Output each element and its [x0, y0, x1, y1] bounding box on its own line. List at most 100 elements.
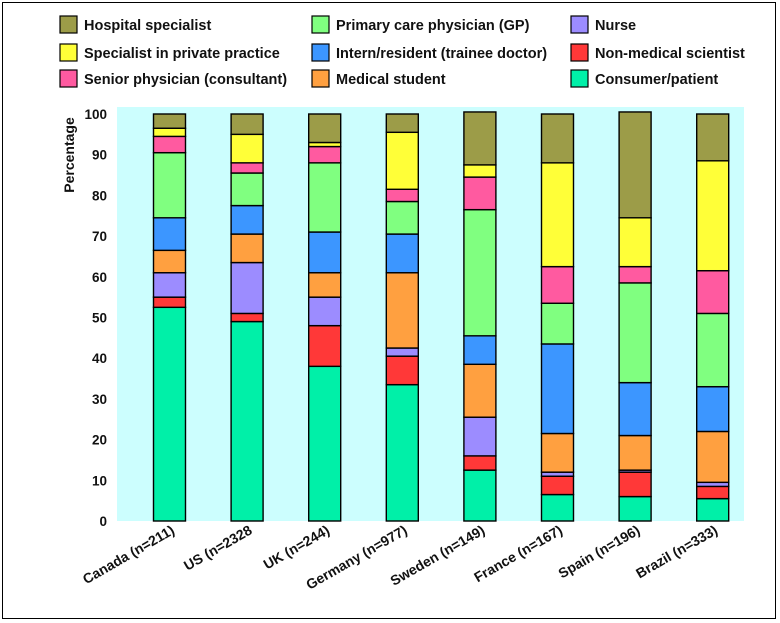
bar-segment-non-medical-scientist: [385, 355, 419, 386]
legend-swatch-nurse: [570, 15, 589, 34]
y-tick-label: 90: [92, 148, 107, 163]
bar-segment-primary-care-physician-gp: [152, 151, 187, 219]
bar-segment-consumer-patient: [618, 495, 652, 522]
bar-segment-medical-student: [540, 432, 575, 473]
y-axis-label: Percentage: [61, 117, 77, 193]
bar-segment-nurse: [463, 416, 497, 457]
bar-segment-primary-care-physician-gp: [463, 208, 497, 337]
bar-segment-medical-student: [463, 363, 497, 418]
y-tick-label: 100: [84, 107, 107, 122]
bar-segment-intern-resident-trainee-doctor: [618, 381, 652, 437]
x-tick-label: Canada (n=211): [80, 522, 177, 587]
bar-segment-hospital-specialist: [463, 111, 497, 166]
y-tick-label: 40: [92, 351, 107, 366]
bar-segment-non-medical-scientist: [696, 485, 730, 500]
bar-segment-consumer-patient: [308, 365, 342, 522]
bar-segment-medical-student: [152, 249, 187, 274]
bar-segment-intern-resident-trainee-doctor: [152, 217, 187, 252]
legend-swatch-hospital-specialist: [59, 15, 78, 34]
bar-segment-senior-physician-consultant: [152, 135, 187, 154]
bar-segment-consumer-patient: [152, 306, 187, 522]
bar-segment-non-medical-scientist: [152, 296, 187, 309]
legend-swatch-senior-physician-consultant: [59, 69, 78, 88]
y-tick-label: 10: [92, 473, 107, 488]
bar-segment-intern-resident-trainee-doctor: [308, 231, 342, 274]
bar-segment-senior-physician-consultant: [618, 265, 652, 284]
x-tick-label: France (n=167): [471, 522, 565, 585]
x-tick-label: US (n=2328: [181, 522, 255, 574]
bar-segment-senior-physician-consultant: [696, 269, 730, 315]
y-tick-label: 80: [92, 188, 107, 203]
bar-segment-intern-resident-trainee-doctor: [230, 204, 264, 235]
bar-segment-medical-student: [230, 233, 264, 264]
bar-segment-primary-care-physician-gp: [308, 162, 342, 233]
bar-segment-nurse: [385, 347, 419, 357]
bar-segment-consumer-patient: [230, 320, 264, 522]
x-axis: Canada (n=211) US (n=2328 UK (n=244)German…: [80, 522, 720, 593]
bar-segment-specialist-in-private-practice: [385, 131, 419, 190]
bar-segment-senior-physician-consultant: [230, 162, 264, 174]
legend-label-consumer-patient: Consumer/patient: [595, 72, 718, 88]
bar-segment-specialist-in-private-practice: [540, 162, 575, 268]
bar-segment-hospital-specialist: [696, 113, 730, 162]
legend-label-nurse: Nurse: [595, 18, 636, 34]
bar-segment-nurse: [152, 272, 187, 298]
legend-label-specialist-in-private-practice: Specialist in private practice: [84, 46, 280, 62]
bar-segment-consumer-patient: [540, 493, 575, 522]
bar-segment-medical-student: [618, 434, 652, 471]
bar-segment-specialist-in-private-practice: [463, 164, 497, 178]
bar-segment-senior-physician-consultant: [308, 145, 342, 164]
bar-segment-intern-resident-trainee-doctor: [696, 385, 730, 433]
legend-swatch-non-medical-scientist: [570, 43, 589, 62]
bar-segment-hospital-specialist: [230, 113, 264, 136]
bar-segment-hospital-specialist: [618, 111, 652, 219]
bar-segment-medical-student: [308, 272, 342, 298]
bar-segment-consumer-patient: [463, 469, 497, 522]
bar-segment-specialist-in-private-practice: [152, 127, 187, 138]
legend-label-intern-resident-trainee-doctor: Intern/resident (trainee doctor): [336, 46, 547, 62]
bar-segment-hospital-specialist: [385, 113, 419, 134]
bar-segment-consumer-patient: [385, 383, 419, 522]
bar-segment-non-medical-scientist: [308, 324, 342, 368]
y-tick-label: 60: [92, 270, 107, 285]
bar-segment-primary-care-physician-gp: [618, 282, 652, 384]
bar-segment-primary-care-physician-gp: [385, 200, 419, 235]
y-tick-label: 0: [99, 514, 107, 529]
bar-segment-senior-physician-consultant: [463, 176, 497, 211]
bar-segment-non-medical-scientist: [618, 471, 652, 498]
x-tick-label: Brazil (n=333): [633, 522, 720, 582]
legend-label-senior-physician-consultant: Senior physician (consultant): [84, 72, 287, 88]
bar-segment-primary-care-physician-gp: [696, 312, 730, 388]
legend: Hospital specialist Primary care physicia…: [59, 15, 745, 88]
legend-swatch-intern-resident-trainee-doctor: [311, 43, 330, 62]
bar-segment-senior-physician-consultant: [385, 188, 419, 203]
legend-swatch-primary-care-physician-gp: [311, 15, 330, 34]
bar-segment-intern-resident-trainee-doctor: [385, 233, 419, 274]
y-tick-label: 50: [92, 311, 107, 326]
bars: [152, 111, 730, 522]
y-tick-label: 70: [92, 229, 107, 244]
bar-segment-hospital-specialist: [308, 113, 342, 144]
bar-segment-hospital-specialist: [540, 113, 575, 164]
bar-segment-primary-care-physician-gp: [230, 172, 264, 207]
bar-segment-nurse: [308, 296, 342, 327]
legend-swatch-specialist-in-private-practice: [59, 43, 78, 62]
bar-segment-specialist-in-private-practice: [618, 217, 652, 268]
legend-label-non-medical-scientist: Non-medical scientist: [595, 46, 745, 62]
y-axis: 0 10 20 30 40 50 60 70 80 90 100: [84, 107, 107, 529]
bar-segment-non-medical-scientist: [463, 455, 497, 471]
bar-segment-nurse: [230, 261, 264, 315]
bar-segment-intern-resident-trainee-doctor: [540, 343, 575, 435]
bar-segment-intern-resident-trainee-doctor: [463, 335, 497, 366]
y-tick-label: 30: [92, 392, 107, 407]
y-tick-label: 20: [92, 433, 107, 448]
bar-segment-specialist-in-private-practice: [696, 160, 730, 272]
legend-swatch-medical-student: [311, 69, 330, 88]
bar-segment-non-medical-scientist: [540, 475, 575, 496]
legend-swatch-consumer-patient: [570, 69, 589, 88]
bar-segment-consumer-patient: [696, 497, 730, 522]
x-tick-label: Spain (n=196): [555, 522, 642, 582]
bar-segment-medical-student: [385, 272, 419, 349]
legend-label-medical-student: Medical student: [336, 72, 446, 88]
bar-segment-senior-physician-consultant: [540, 265, 575, 304]
